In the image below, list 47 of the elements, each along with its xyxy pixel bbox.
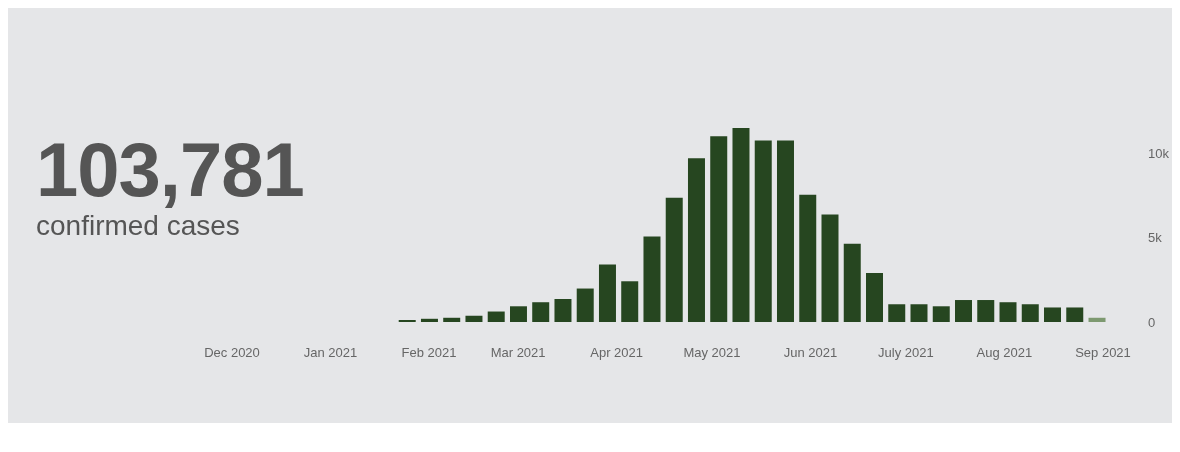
bar	[554, 299, 572, 322]
x-tick-label: Aug 2021	[976, 345, 1033, 361]
annotation: confirmed cases	[36, 210, 240, 242]
x-tick-label: Feb 2021	[401, 345, 457, 361]
bar	[643, 236, 661, 322]
y-tick-label: 0	[1148, 314, 1156, 330]
bar	[509, 306, 527, 322]
bar	[532, 302, 550, 322]
x-tick-label: Jan 2021	[303, 345, 358, 361]
bar	[443, 317, 461, 322]
x-tick-label: Sep 2021	[1075, 345, 1131, 361]
bar	[576, 288, 594, 322]
bar	[1044, 307, 1062, 322]
y-tick-label: 5k	[1148, 230, 1163, 246]
y-tick-label: 10k	[1148, 145, 1170, 161]
x-tick-label: Dec 2020	[204, 345, 260, 361]
bar	[843, 243, 861, 322]
x-tick-label: May 2021	[683, 345, 741, 361]
bar	[420, 318, 438, 322]
bar	[1066, 307, 1084, 322]
bar	[866, 272, 883, 322]
bar	[776, 140, 794, 322]
bar	[665, 197, 683, 322]
bar	[1088, 317, 1106, 322]
x-tick-label: Jun 2021	[783, 345, 838, 361]
x-tick-label: July 2021	[878, 345, 934, 361]
bar	[598, 264, 616, 322]
bar	[799, 194, 817, 322]
bar	[621, 281, 639, 322]
bar	[977, 300, 995, 322]
bar	[398, 319, 416, 322]
bar	[710, 136, 728, 322]
bar	[754, 140, 772, 322]
bar	[1021, 304, 1039, 322]
bar	[487, 311, 505, 322]
bar	[999, 302, 1017, 322]
annotation: 103,781	[36, 126, 304, 213]
bar	[732, 128, 750, 322]
bar	[932, 306, 950, 322]
x-tick-label: Apr 2021	[590, 345, 644, 361]
bar	[821, 214, 839, 322]
bar	[465, 315, 483, 322]
x-tick-label: Mar 2021	[490, 345, 546, 361]
bar	[910, 304, 928, 322]
bar	[687, 158, 705, 322]
bar	[955, 300, 973, 322]
bar	[888, 304, 906, 322]
